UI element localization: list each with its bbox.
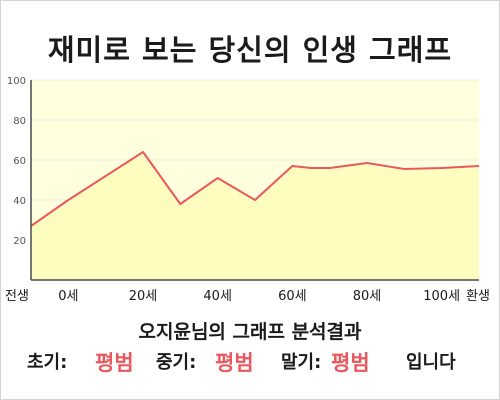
x-tick-label: 100세 — [423, 289, 460, 304]
data-point — [67, 199, 69, 201]
data-point — [403, 168, 405, 170]
life-area — [31, 152, 479, 280]
x-tick-label: 20세 — [129, 289, 158, 304]
y-tick-label: 80 — [13, 116, 26, 127]
x-tick-label: 0세 — [58, 289, 78, 304]
middle-value: 평범 — [215, 351, 254, 375]
result-ending: 입니다 — [406, 352, 456, 373]
life-graph-chart: 20 40 60 80 100 전생 0세 20세 40세 60세 80세 100세 환생 — [5, 76, 490, 304]
data-point — [329, 167, 331, 169]
analysis-heading: 오지윤님의 그래프 분석결과 — [138, 321, 362, 343]
analysis-result: 초기: 평범 중기: 평범 말기: 평범 입니다 — [0, 347, 500, 379]
data-point — [441, 167, 443, 169]
data-point — [291, 165, 293, 167]
x-tick-label: 60세 — [278, 289, 307, 304]
x-tick-label: 환생 — [466, 289, 490, 304]
y-tick-label: 40 — [13, 196, 26, 207]
early-value: 평범 — [95, 351, 134, 375]
data-point — [142, 151, 144, 153]
y-tick-label: 100 — [7, 76, 26, 87]
life-line — [30, 151, 480, 227]
middle-label: 중기: — [156, 352, 197, 373]
y-tick-label: 20 — [13, 236, 26, 247]
data-point — [254, 199, 256, 201]
late-value: 평범 — [331, 351, 370, 375]
data-point — [179, 203, 181, 205]
data-point — [366, 162, 368, 164]
x-tick-label: 40세 — [203, 289, 232, 304]
y-tick-label: 60 — [13, 156, 26, 167]
x-tick-label: 전생 — [5, 289, 29, 304]
late-label: 말기: — [281, 352, 322, 373]
early-label: 초기: — [27, 352, 68, 373]
page-title: 재미로 보는 당신의 인생 그래프 — [47, 33, 453, 67]
data-point — [217, 177, 219, 179]
x-tick-label: 80세 — [353, 289, 382, 304]
data-point — [478, 165, 480, 167]
data-point — [310, 167, 312, 169]
